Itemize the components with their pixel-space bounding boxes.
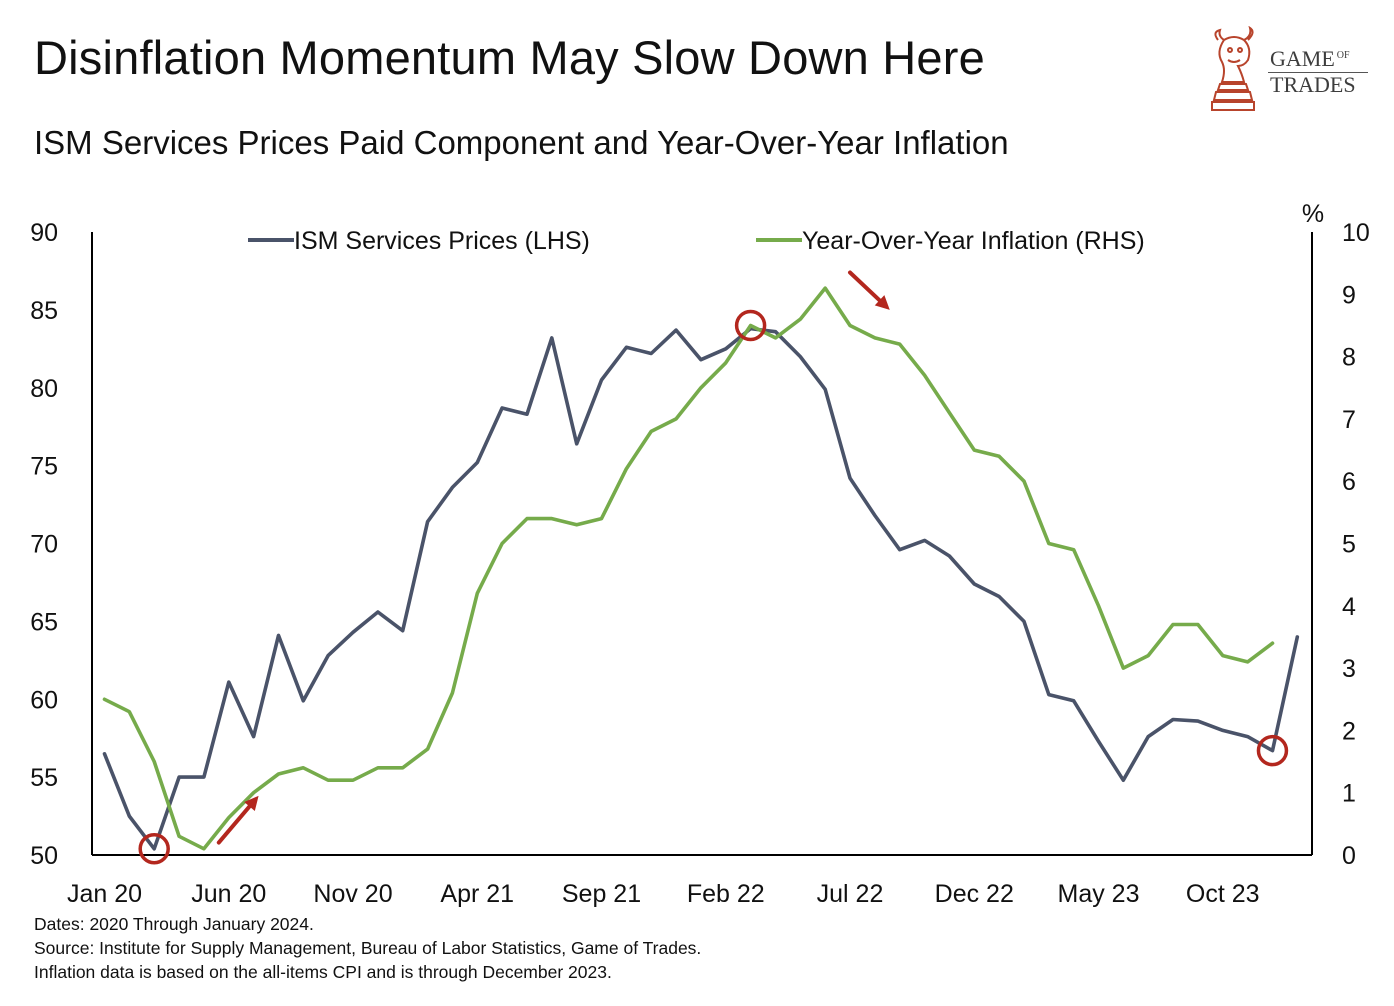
x-tick-label-2: Nov 20 bbox=[313, 880, 392, 908]
right-tick-label-8: 8 bbox=[1342, 344, 1356, 372]
left-tick-label-50: 50 bbox=[30, 842, 58, 870]
right-tick-label-1: 1 bbox=[1342, 780, 1356, 808]
chart-title: Disinflation Momentum May Slow Down Here bbox=[34, 31, 985, 84]
logo-text-of: OF bbox=[1336, 49, 1350, 61]
annotations bbox=[138, 270, 1289, 865]
x-tick-label-0: Jan 20 bbox=[67, 880, 142, 908]
left-tick-label-65: 65 bbox=[30, 608, 58, 636]
logo-text-trades: TRADES bbox=[1270, 72, 1356, 97]
trend-arrow-1-icon bbox=[848, 270, 890, 310]
right-tick-label-6: 6 bbox=[1342, 468, 1356, 496]
logo-divider bbox=[1268, 72, 1368, 73]
right-tick-label-9: 9 bbox=[1342, 281, 1356, 309]
trend-arrow-0-icon bbox=[216, 795, 259, 845]
footnote-inflation-note: Inflation data is based on the all-items… bbox=[34, 962, 612, 982]
right-tick-label-3: 3 bbox=[1342, 655, 1356, 683]
series-line-ism-services-prices bbox=[102, 326, 1300, 851]
highlight-circle-1 bbox=[734, 309, 767, 342]
right-tick-label-0: 0 bbox=[1342, 842, 1356, 870]
right-tick-label-10: 10 bbox=[1342, 219, 1370, 247]
x-tick-label-7: Dec 22 bbox=[935, 880, 1014, 908]
right-tick-label-5: 5 bbox=[1342, 531, 1356, 559]
logo-text-game: GAME bbox=[1270, 46, 1335, 71]
legend: ISM Services Prices (LHS) Year-Over-Year … bbox=[248, 227, 1145, 255]
left-tick-label-55: 55 bbox=[30, 764, 58, 792]
x-tick-label-4: Sep 21 bbox=[562, 880, 641, 908]
series-lines bbox=[102, 286, 1300, 851]
left-tick-label-90: 90 bbox=[30, 219, 58, 247]
highlight-circle-2 bbox=[1256, 734, 1289, 767]
axes: 50 55 60 65 70 75 80 85 90 0 1 2 3 4 5 6 7 8 9 10% Jan 20 Jun… bbox=[30, 200, 1370, 908]
right-tick-label-2: 2 bbox=[1342, 717, 1356, 745]
left-tick-label-75: 75 bbox=[30, 453, 58, 481]
bull-chess-knight-icon bbox=[1211, 26, 1255, 111]
x-tick-label-5: Feb 22 bbox=[687, 880, 765, 908]
footnote-source: Source: Institute for Supply Management,… bbox=[34, 938, 702, 958]
left-tick-label-70: 70 bbox=[30, 531, 58, 559]
left-tick-label-60: 60 bbox=[30, 686, 58, 714]
right-axis-unit-label: % bbox=[1302, 200, 1324, 228]
x-tick-label-6: Jul 22 bbox=[817, 880, 884, 908]
series-line-yoy-inflation bbox=[102, 286, 1275, 851]
x-tick-label-9: Oct 23 bbox=[1186, 880, 1260, 908]
chart-canvas: 50 55 60 65 70 75 80 85 90 0 1 2 3 4 5 6 7 8 9 10% Jan 20 Jun… bbox=[30, 200, 1370, 908]
legend-label-1: Year-Over-Year Inflation (RHS) bbox=[802, 227, 1145, 255]
legend-label-0: ISM Services Prices (LHS) bbox=[294, 227, 590, 255]
highlight-circle-0 bbox=[138, 833, 170, 865]
right-tick-label-4: 4 bbox=[1342, 593, 1356, 621]
left-tick-label-85: 85 bbox=[30, 297, 58, 325]
left-tick-label-80: 80 bbox=[30, 375, 58, 403]
chart-subtitle: ISM Services Prices Paid Component and Y… bbox=[34, 124, 1009, 161]
footnote-dates: Dates: 2020 Through January 2024. bbox=[34, 914, 314, 934]
footnotes: Dates: 2020 Through January 2024. Source… bbox=[34, 912, 701, 984]
x-tick-label-8: May 23 bbox=[1058, 880, 1140, 908]
right-tick-label-7: 7 bbox=[1342, 406, 1356, 434]
x-tick-label-1: Jun 20 bbox=[191, 880, 266, 908]
game-of-trades-logo: GAME OF TRADES bbox=[1208, 26, 1376, 118]
x-tick-label-3: Apr 21 bbox=[440, 880, 514, 908]
